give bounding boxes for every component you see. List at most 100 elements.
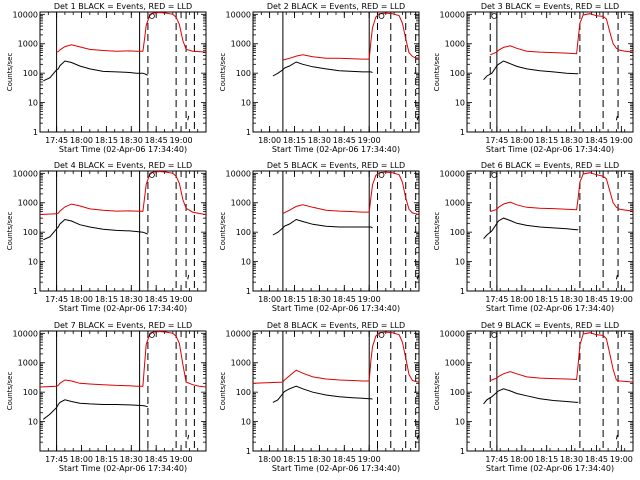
x-axis-label: Start Time (02-Apr-06 17:34:40) — [272, 145, 400, 154]
peak-marker — [378, 332, 385, 338]
y-tick-label: 1 — [246, 447, 251, 456]
plot-frame — [466, 330, 634, 452]
y-tick-label: 1 — [33, 128, 38, 137]
x-tick-label: 18:45 — [145, 295, 168, 304]
x-tick-label: 19:00 — [170, 295, 193, 304]
x-tick-label: 18:45 — [333, 295, 356, 304]
x-tick-label: 18:30 — [120, 136, 143, 145]
panel-det-4: Det 4 BLACK = Events, RED = LLD 1 10 100 100… — [6, 161, 207, 313]
x-axis-label: Start Time (02-Apr-06 17:34:40) — [486, 464, 614, 473]
extra-series-line — [187, 115, 190, 121]
x-tick-label: 17:45 — [45, 136, 68, 145]
y-tick-label: 1000 — [445, 199, 465, 208]
lld-series-line — [490, 332, 634, 383]
panel-title: Det 8 BLACK = Events, RED = LLD — [267, 321, 405, 330]
peak-marker — [378, 13, 385, 19]
lld-series-line — [282, 171, 420, 215]
lld-series-line — [39, 330, 207, 388]
x-tick-label: 18:45 — [585, 295, 608, 304]
x-tick-label: 19:00 — [610, 295, 633, 304]
x-tick-label: 17:45 — [485, 136, 508, 145]
events-series-line — [272, 385, 373, 403]
peak-marker — [491, 172, 498, 178]
x-tick-label: 18:30 — [308, 136, 331, 145]
x-tick-label: 18:45 — [145, 455, 168, 464]
lld-series-line — [252, 331, 420, 384]
y-tick-label: 1000 — [18, 199, 38, 208]
events-series-line — [483, 217, 579, 240]
x-tick-label: 18:45 — [585, 455, 608, 464]
x-tick-label: 18:15 — [535, 295, 558, 304]
y-tick-label: 10 — [455, 418, 465, 427]
y-tick-label: 10000 — [440, 169, 465, 178]
y-tick-label: 100 — [23, 228, 38, 237]
x-tick-label: 18:00 — [510, 136, 533, 145]
y-tick-label: 1000 — [445, 359, 465, 368]
x-tick-label: 18:30 — [120, 295, 143, 304]
x-axis-label: Start Time (02-Apr-06 17:34:40) — [486, 145, 614, 154]
y-axis-label: Counts/sec — [219, 212, 227, 251]
x-axis-label: Start Time (02-Apr-06 17:34:40) — [59, 304, 187, 313]
y-tick-label: 10 — [28, 258, 38, 267]
x-tick-label: 18:15 — [535, 136, 558, 145]
peak-marker — [491, 13, 498, 19]
panel-det-1: Det 1 BLACK = Events, RED = LLD 1 10 100 100… — [6, 2, 207, 154]
y-tick-label: 100 — [23, 388, 38, 397]
y-tick-label: 100 — [450, 69, 465, 78]
y-tick-label: 1 — [33, 287, 38, 296]
x-tick-label: 18:45 — [145, 136, 168, 145]
panel-title: Det 7 BLACK = Events, RED = LLD — [54, 321, 192, 330]
panel-title: Det 3 BLACK = Events, RED = LLD — [481, 2, 619, 11]
x-tick-label: 18:00 — [70, 455, 93, 464]
y-axis-label: Counts/sec — [6, 212, 14, 251]
panel-title: Det 1 BLACK = Events, RED = LLD — [54, 2, 192, 11]
y-tick-label: 1000 — [231, 40, 251, 49]
y-tick-label: 10 — [241, 99, 251, 108]
x-axis-label: Start Time (02-Apr-06 17:34:40) — [272, 304, 400, 313]
y-tick-label: 10000 — [440, 10, 465, 19]
plot-frame — [39, 330, 207, 452]
extra-series-line — [615, 434, 618, 440]
plot-frame — [252, 11, 420, 133]
x-tick-label: 18:15 — [283, 136, 306, 145]
extra-series-line — [416, 274, 419, 280]
y-tick-label: 10000 — [13, 169, 38, 178]
y-tick-label: 100 — [236, 228, 251, 237]
y-tick-label: 10000 — [226, 329, 251, 338]
y-axis-label: Counts/sec — [6, 372, 14, 411]
extra-series-line — [416, 115, 419, 121]
extra-series-line — [187, 434, 190, 440]
x-tick-label: 19:00 — [610, 455, 633, 464]
y-tick-label: 10 — [455, 99, 465, 108]
x-axis-label: Start Time (02-Apr-06 17:34:40) — [59, 464, 187, 473]
y-axis-label: Counts/sec — [6, 53, 14, 92]
y-tick-label: 1 — [460, 287, 465, 296]
y-tick-label: 100 — [236, 69, 251, 78]
y-tick-label: 1 — [246, 287, 251, 296]
x-tick-label: 18:30 — [560, 295, 583, 304]
x-tick-label: 18:30 — [560, 136, 583, 145]
x-tick-label: 18:00 — [258, 136, 281, 145]
peak-marker — [491, 332, 498, 338]
y-tick-label: 1000 — [231, 199, 251, 208]
x-tick-label: 18:15 — [95, 136, 118, 145]
extra-series-line — [615, 115, 618, 121]
extra-series-line — [416, 434, 419, 440]
y-tick-label: 100 — [450, 388, 465, 397]
extra-series-line — [615, 274, 618, 280]
events-series-line — [483, 388, 579, 405]
y-tick-label: 1000 — [231, 359, 251, 368]
x-tick-label: 18:45 — [585, 136, 608, 145]
extra-series-line — [187, 274, 190, 280]
x-tick-label: 17:45 — [485, 295, 508, 304]
y-axis-label: Counts/sec — [219, 53, 227, 92]
x-tick-label: 18:30 — [308, 295, 331, 304]
panel-title: Det 9 BLACK = Events, RED = LLD — [481, 321, 619, 330]
y-tick-label: 1 — [460, 128, 465, 137]
panel-title: Det 5 BLACK = Events, RED = LLD — [267, 161, 405, 170]
y-tick-label: 10 — [455, 258, 465, 267]
x-tick-label: 18:15 — [283, 295, 306, 304]
y-axis-label: Counts/sec — [433, 212, 441, 251]
panel-det-8: Det 8 BLACK = Events, RED = LLD 1 10 100 100… — [219, 321, 420, 473]
x-tick-label: 18:00 — [258, 455, 281, 464]
